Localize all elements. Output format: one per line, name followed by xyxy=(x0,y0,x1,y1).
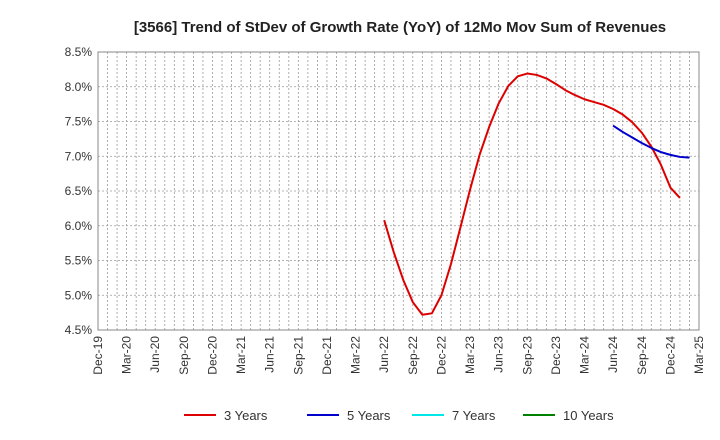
x-tick-label: Mar-20 xyxy=(120,336,134,374)
x-tick-label: Mar-22 xyxy=(349,336,363,374)
x-tick-label: Jun-24 xyxy=(606,336,620,373)
legend-label: 3 Years xyxy=(224,408,268,423)
x-tick-label: Jun-22 xyxy=(377,336,391,373)
y-axis: 4.5% 5.0% 5.5% 6.0% 6.5% 7.0% 7.5% 8.0% 8.5% xyxy=(65,45,93,337)
x-tick-label: Sep-23 xyxy=(520,336,534,375)
x-tick-label: Dec-22 xyxy=(434,336,448,375)
y-tick-label: 6.0% xyxy=(65,219,93,233)
y-tick-label: 7.0% xyxy=(65,149,93,163)
y-tick-label: 8.0% xyxy=(65,80,93,94)
x-tick-label: Jun-21 xyxy=(263,336,277,373)
x-tick-label: Jun-23 xyxy=(492,336,506,373)
y-tick-label: 4.5% xyxy=(65,323,93,337)
x-tick-label: Jun-20 xyxy=(148,336,162,373)
x-tick-label: Mar-25 xyxy=(692,336,706,374)
legend-label: 10 Years xyxy=(563,408,614,423)
y-tick-label: 7.5% xyxy=(65,115,93,129)
y-tick-label: 8.5% xyxy=(65,45,93,59)
x-tick-label: Dec-21 xyxy=(320,336,334,375)
x-tick-label: Mar-23 xyxy=(463,336,477,374)
y-tick-label: 6.5% xyxy=(65,184,93,198)
x-tick-label: Dec-24 xyxy=(663,336,677,375)
x-tick-label: Dec-20 xyxy=(205,336,219,375)
y-tick-label: 5.0% xyxy=(65,288,93,302)
x-tick-label: Mar-21 xyxy=(234,336,248,374)
legend-label: 7 Years xyxy=(452,408,496,423)
grid xyxy=(98,52,699,330)
plot-area xyxy=(97,51,700,331)
x-tick-label: Sep-24 xyxy=(635,336,649,375)
x-axis: Dec-19 Mar-20 Jun-20 Sep-20 Dec-20 Mar-21 Jun-… xyxy=(91,336,706,375)
x-tick-label: Mar-24 xyxy=(578,336,592,374)
x-tick-label: Sep-20 xyxy=(177,336,191,375)
legend-label: 5 Years xyxy=(347,408,391,423)
series-line-3-years xyxy=(383,72,681,316)
y-tick-label: 5.5% xyxy=(65,254,93,268)
x-tick-label: Dec-19 xyxy=(91,336,105,375)
series-lines xyxy=(383,72,690,316)
x-tick-label: Sep-22 xyxy=(406,336,420,375)
chart-title: [3566] Trend of StDev of Growth Rate (Yo… xyxy=(134,19,666,36)
series-line-5-years xyxy=(612,124,690,159)
x-tick-label: Sep-21 xyxy=(291,336,305,375)
legend: 3 Years 5 Years 7 Years 10 Years xyxy=(184,408,614,423)
x-tick-label: Dec-23 xyxy=(549,336,563,375)
